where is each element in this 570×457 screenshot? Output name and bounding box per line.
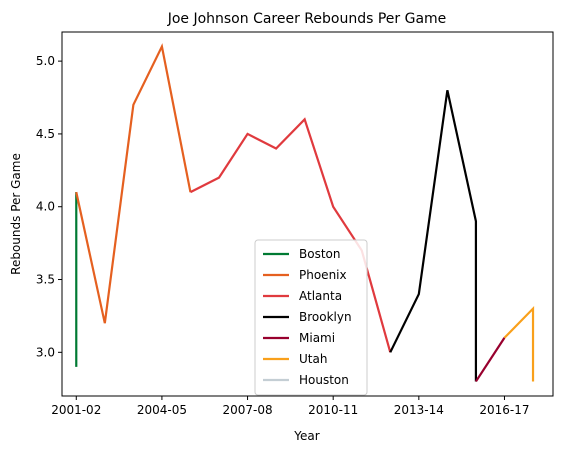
legend: Boston Phoenix Atlanta Brooklyn Miami Utah Hou… <box>254 239 368 396</box>
series-line-miami <box>474 337 506 383</box>
y-tick-label: 4.0 <box>36 200 55 214</box>
series-line-phoenix <box>75 43 192 324</box>
x-tick-label: 2016-17 <box>479 403 529 417</box>
legend-label-boston: Boston <box>299 247 340 261</box>
legend-label-brooklyn: Brooklyn <box>299 310 352 324</box>
x-tick-label: 2004-05 <box>137 403 187 417</box>
series-line-brooklyn <box>389 90 478 382</box>
x-axis-label: Year <box>293 429 319 443</box>
y-tick-label: 4.5 <box>36 127 55 141</box>
y-tick-label: 5.0 <box>36 54 55 68</box>
x-tick-label: 2007-08 <box>222 403 272 417</box>
series-line-utah <box>503 305 535 382</box>
x-tick-label: 2001-02 <box>51 403 101 417</box>
plot-area: 2001-02 2004-05 2007-08 2010-11 2013-14 2016-… <box>36 31 554 417</box>
legend-label-atlanta: Atlanta <box>299 289 342 303</box>
y-tick-label: 3.5 <box>36 273 55 287</box>
plot-frame <box>61 31 554 397</box>
legend-label-utah: Utah <box>299 352 327 366</box>
x-tick-label: 2013-14 <box>394 403 444 417</box>
legend-label-phoenix: Phoenix <box>299 268 347 282</box>
legend-box <box>254 239 368 396</box>
y-tick-label: 3.0 <box>36 345 55 359</box>
y-axis-label: Rebounds Per Game <box>9 153 23 275</box>
x-tick-label: 2010-11 <box>308 403 358 417</box>
legend-label-houston: Houston <box>299 373 349 387</box>
legend-label-miami: Miami <box>299 331 335 345</box>
chart-title: Joe Johnson Career Rebounds Per Game <box>167 11 447 27</box>
